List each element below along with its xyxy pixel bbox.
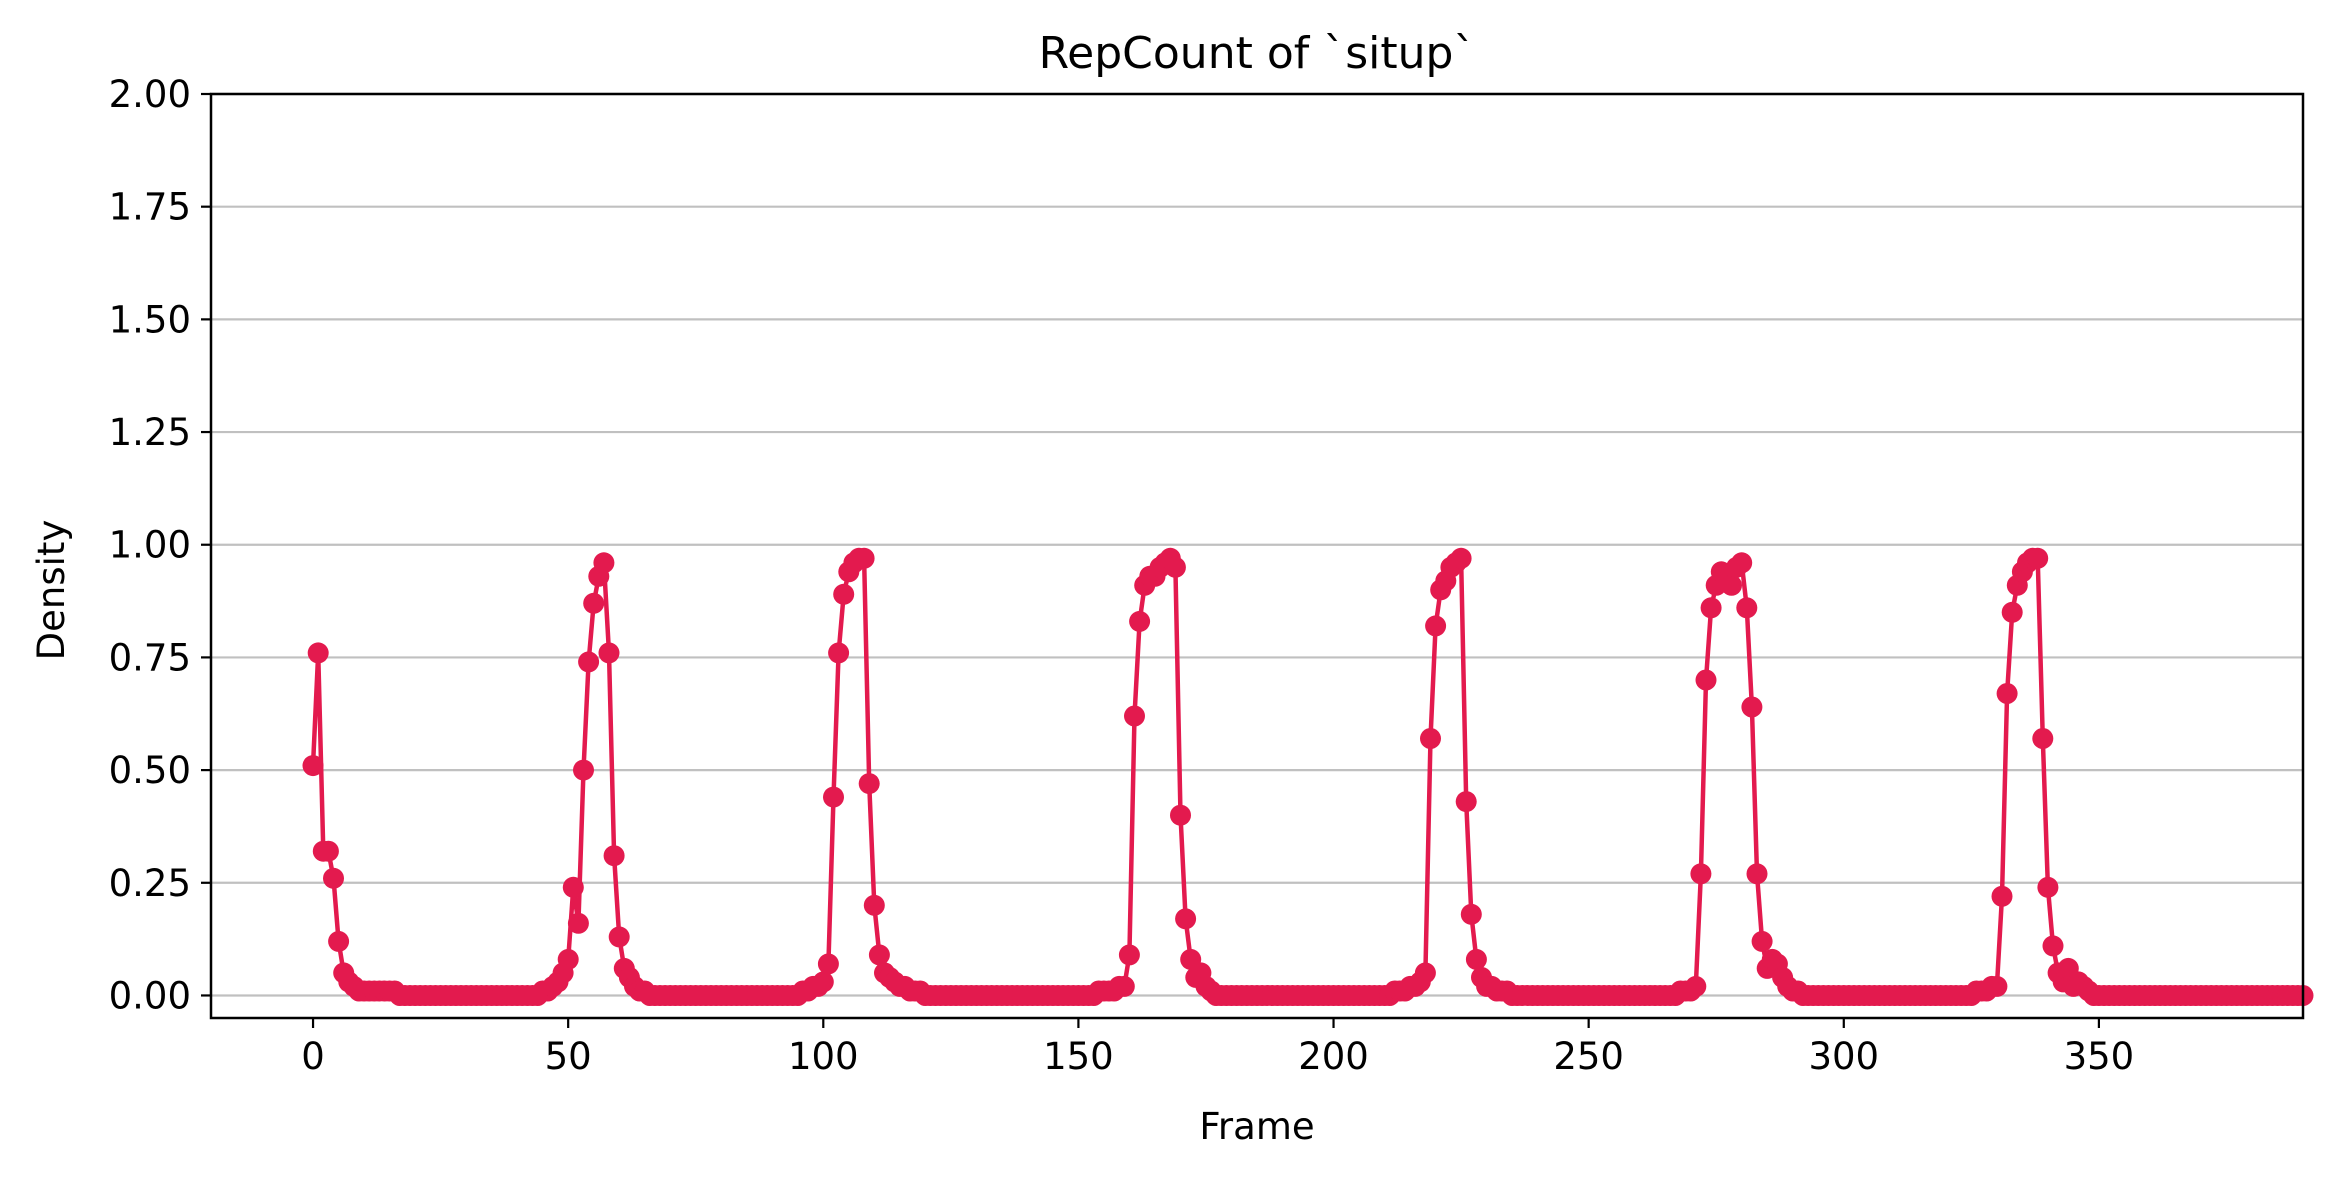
data-point	[1164, 556, 1186, 578]
y-tick-label: 2.00	[109, 73, 191, 116]
data-point	[302, 755, 324, 777]
data-point	[1175, 908, 1197, 930]
data-point	[1460, 903, 1482, 925]
data-point	[2042, 935, 2064, 957]
y-tick-label: 0.75	[109, 636, 191, 679]
y-tick-label: 1.25	[109, 411, 191, 454]
data-point	[1118, 944, 1140, 966]
chart-title: RepCount of `situp`	[1039, 28, 1476, 79]
data-point	[817, 953, 839, 975]
data-point	[598, 642, 620, 664]
data-point	[557, 948, 579, 970]
y-tick-label: 0.25	[109, 862, 191, 905]
y-tick-label: 1.50	[109, 298, 191, 341]
x-tick-label: 0	[301, 1035, 325, 1078]
data-point	[573, 759, 594, 781]
axis-ticks: 0.00 0.25 0.50 0.75 1.00 1.25 1.50 1.75 2.00 0 50 1…	[109, 73, 2135, 1078]
x-tick-label: 150	[1043, 1035, 1114, 1078]
data-point	[858, 773, 880, 795]
y-tick-label: 1.00	[109, 524, 191, 567]
data-point	[1414, 962, 1436, 984]
data-point	[1129, 610, 1151, 632]
x-tick-label: 350	[2064, 1035, 2135, 1078]
data-point	[2001, 601, 2023, 623]
data-point	[1455, 791, 1477, 813]
data-point	[1741, 696, 1763, 718]
data-point	[1420, 728, 1441, 749]
data-point	[1425, 615, 1447, 637]
data-point	[2032, 728, 2054, 749]
data-point	[833, 583, 855, 605]
data-point	[307, 642, 329, 664]
data-point	[828, 642, 850, 664]
plot-frame	[209, 92, 2305, 1020]
data-point	[1124, 705, 1145, 727]
data-point	[1996, 683, 2018, 704]
data-point	[317, 840, 339, 862]
data-point	[2037, 876, 2059, 898]
data-point	[1465, 948, 1487, 970]
data-point	[812, 971, 834, 993]
data-point	[562, 876, 584, 898]
data-point	[1721, 574, 1742, 596]
data-point	[1450, 547, 1472, 569]
data-point	[603, 845, 625, 867]
x-axis-label: Frame	[1199, 1105, 1314, 1148]
data-point	[863, 894, 885, 916]
x-tick-label: 300	[1808, 1035, 1879, 1078]
data-point	[608, 926, 630, 948]
y-tick-label: 1.75	[109, 186, 191, 229]
data-point	[1986, 975, 2008, 997]
data-point	[323, 867, 344, 889]
data-point	[823, 786, 844, 808]
data-point	[1695, 669, 1717, 691]
data-point	[1731, 552, 1753, 574]
data-point	[1751, 930, 1773, 952]
data-point	[1690, 863, 1712, 885]
data-point	[328, 930, 350, 952]
data-point	[1736, 597, 1758, 619]
data-point	[1991, 885, 2013, 907]
data-series	[302, 547, 2314, 1006]
data-point	[593, 552, 615, 574]
data-point	[583, 592, 605, 614]
y-axis-label: Density	[30, 520, 73, 661]
data-point	[578, 651, 600, 673]
data-point	[567, 912, 589, 934]
y-tick-label: 0.00	[109, 974, 191, 1017]
x-tick-label: 100	[788, 1035, 859, 1078]
x-tick-label: 200	[1298, 1035, 1369, 1078]
data-point	[853, 547, 875, 569]
data-point	[1170, 804, 1191, 826]
data-point	[868, 944, 890, 966]
x-tick-label: 250	[1553, 1035, 1624, 1078]
y-tick-label: 0.50	[109, 749, 191, 792]
data-point	[1746, 863, 1768, 885]
data-point	[1685, 975, 1707, 997]
data-point	[1113, 975, 1135, 997]
data-point	[1700, 597, 1722, 619]
x-tick-label: 50	[545, 1035, 592, 1078]
data-point	[2027, 547, 2049, 569]
